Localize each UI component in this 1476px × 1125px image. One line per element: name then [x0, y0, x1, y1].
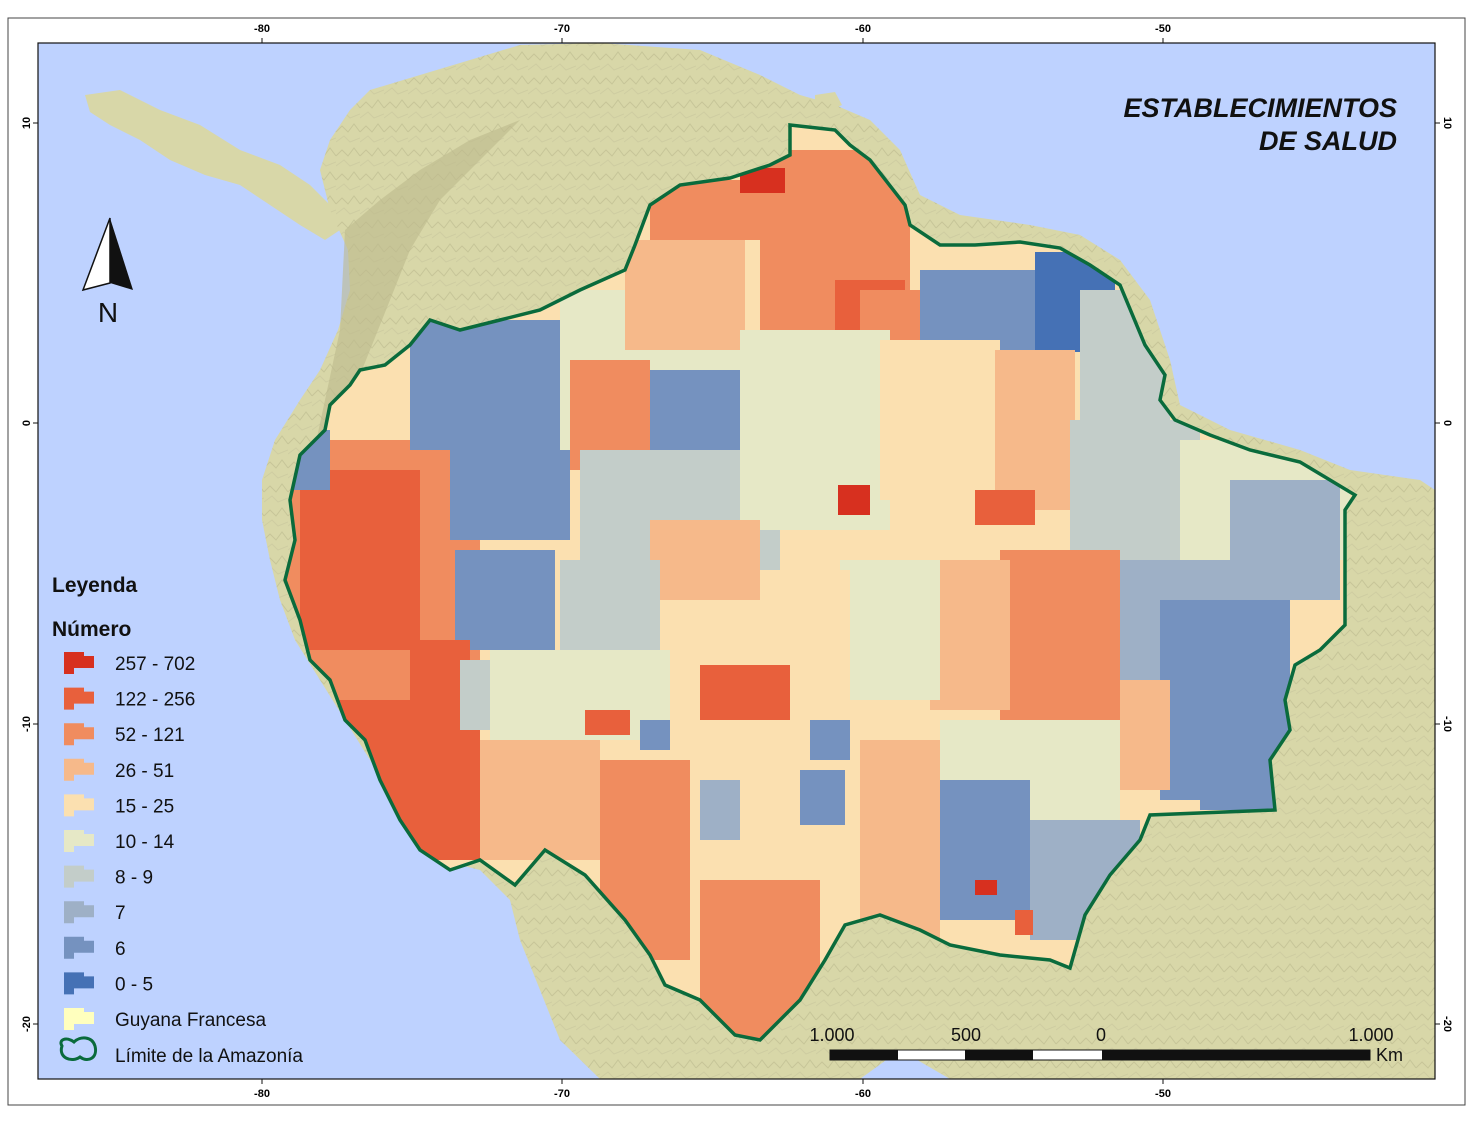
legend: Leyenda Número 257 - 702 122 - 256 52 - 12…: [52, 574, 303, 1067]
legend-swatch: [64, 687, 94, 710]
legend-swatch: [64, 936, 94, 959]
legend-label: 0 - 5: [115, 974, 153, 995]
map-border: [37, 42, 1436, 1080]
region: [975, 880, 997, 895]
legend-swatch: [64, 758, 94, 781]
scale-unit: Km: [1376, 1045, 1403, 1065]
region: [995, 350, 1075, 510]
region: [650, 520, 760, 600]
legend-swatch: [64, 1008, 94, 1030]
legend-label: Guyana Francesa: [115, 1010, 266, 1031]
ticks-right: 10 0 -10 -20: [1435, 117, 1453, 1032]
legend-boundary-swatch: [59, 1036, 98, 1061]
region: [838, 485, 870, 515]
legend-title: Leyenda: [52, 574, 138, 597]
lat-label: -10: [21, 716, 33, 732]
scale-label: 1.000: [1348, 1025, 1393, 1045]
legend-swatch: [64, 901, 94, 924]
region: [450, 360, 570, 540]
andes-relief: [310, 120, 520, 830]
region: [640, 720, 670, 750]
legend-subtitle: Número: [52, 618, 131, 641]
legend-swatch: [64, 865, 94, 888]
lon-label: -70: [554, 23, 570, 35]
legend-swatch: [64, 972, 94, 995]
legend-label: 122 - 256: [115, 690, 195, 711]
region: [880, 340, 1000, 500]
lon-label: -60: [855, 1088, 871, 1100]
scale-bar: 1.000 500 0 1.000 Km: [809, 1025, 1403, 1065]
scale-label: 500: [951, 1025, 981, 1045]
region: [1000, 550, 1120, 720]
region: [300, 470, 420, 650]
region: [585, 710, 630, 735]
lon-label: -50: [1155, 1088, 1171, 1100]
region: [840, 560, 940, 700]
region: [480, 740, 600, 860]
ticks-left: 10 0 -10 -20: [21, 117, 38, 1032]
legend-swatch: [64, 830, 94, 852]
legend-label: 26 - 51: [115, 761, 174, 782]
lat-label: 0: [1441, 420, 1453, 426]
lat-label: -20: [21, 1016, 33, 1032]
scale-label: 0: [1096, 1025, 1106, 1045]
land-central-america: [85, 90, 340, 240]
lon-label: -70: [554, 1088, 570, 1100]
lat-label: 10: [1441, 117, 1453, 129]
lat-label: -10: [1441, 716, 1453, 732]
ticks-top: -80 -70 -60 -50: [254, 23, 1171, 43]
region: [975, 490, 1035, 525]
lon-label: -80: [254, 23, 270, 35]
region: [1015, 910, 1033, 935]
region: [625, 240, 745, 350]
legend-swatch: [64, 794, 94, 817]
region: [1120, 680, 1170, 790]
legend-swatch: [64, 652, 94, 674]
region: [455, 550, 555, 650]
north-label: N: [98, 297, 118, 328]
region: [930, 780, 1030, 920]
legend-label: 15 - 25: [115, 796, 174, 817]
lat-label: 0: [21, 420, 33, 426]
legend-swatch: [64, 723, 94, 746]
region: [700, 780, 740, 840]
region: [930, 560, 1010, 710]
region: [700, 665, 790, 720]
region: [560, 560, 660, 660]
outer-border: [7, 17, 1466, 1106]
lat-label: 10: [21, 117, 33, 129]
legend-label: 52 - 121: [115, 725, 185, 746]
legend-label: 10 - 14: [115, 832, 175, 853]
lon-label: -80: [254, 1088, 270, 1100]
ticks-bottom: -80 -70 -60 -50: [254, 1079, 1171, 1100]
region: [1070, 420, 1200, 560]
region: [460, 660, 490, 730]
map-panel: ESTABLECIMIENTOS DE SALUD N Leyenda Núme…: [38, 43, 1435, 1079]
region: [810, 720, 850, 760]
legend-boundary-label: Límite de la Amazonía: [115, 1046, 303, 1067]
scale-label: 1.000: [809, 1025, 854, 1045]
region: [860, 740, 940, 940]
legend-label: 8 - 9: [115, 868, 153, 889]
region: [800, 770, 845, 825]
lat-label: -20: [1441, 1016, 1453, 1032]
map-title-line2: DE SALUD: [1259, 126, 1397, 156]
lon-label: -60: [855, 23, 871, 35]
legend-label: 7: [115, 903, 126, 924]
legend-label: 257 - 702: [115, 654, 195, 675]
region: [1200, 720, 1280, 810]
map-title-line1: ESTABLECIMIENTOS: [1123, 93, 1397, 123]
region: [1230, 480, 1340, 600]
region: [650, 370, 740, 460]
north-arrow: N: [81, 217, 133, 328]
lon-label: -50: [1155, 23, 1171, 35]
legend-label: 6: [115, 939, 126, 960]
